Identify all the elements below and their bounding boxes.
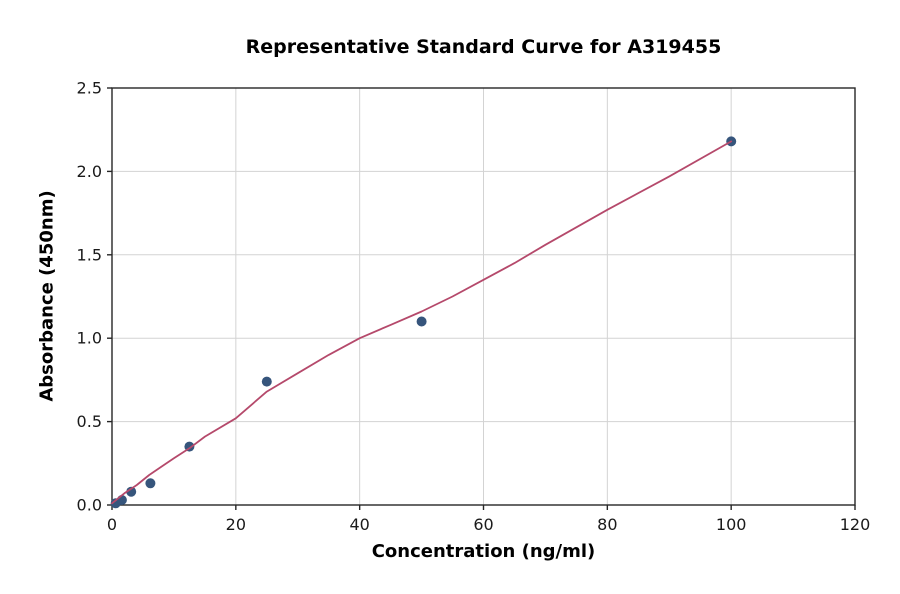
y-tick-label: 0.0 <box>77 496 102 515</box>
x-tick-label: 80 <box>597 515 617 534</box>
y-tick-label: 1.5 <box>77 245 102 264</box>
data-point <box>116 495 127 505</box>
x-tick-label: 0 <box>107 515 117 534</box>
fit-curve <box>111 140 733 505</box>
y-tick-label: 2.5 <box>77 79 102 98</box>
data-point <box>261 376 272 387</box>
data-point <box>416 316 427 327</box>
x-tick-label: 40 <box>349 515 369 534</box>
chart-title: Representative Standard Curve for A31945… <box>245 36 722 58</box>
y-tick-label: 0.5 <box>77 412 102 431</box>
x-tick-label: 20 <box>226 515 246 534</box>
data-point <box>145 478 156 489</box>
x-axis-label: Concentration (ng/ml) <box>371 541 596 562</box>
x-tick-label: 60 <box>473 515 493 534</box>
y-tick-label: 1.0 <box>77 329 102 348</box>
x-tick-label: 120 <box>840 515 871 534</box>
x-tick-label: 100 <box>716 515 747 534</box>
y-tick-label: 2.0 <box>77 162 102 181</box>
data-point <box>126 486 137 497</box>
